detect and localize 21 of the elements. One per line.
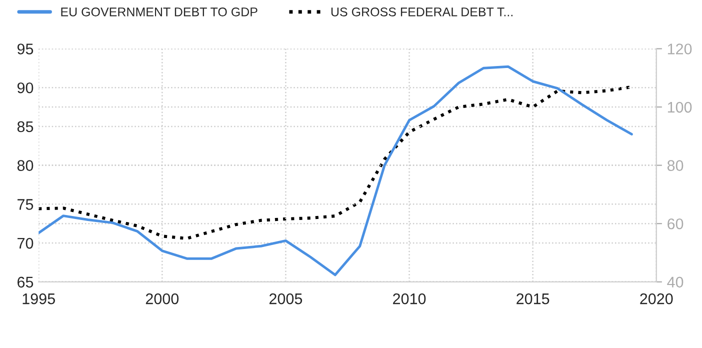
y-tick-label: 75 — [18, 199, 34, 210]
y-tick-label: 65 — [18, 276, 34, 288]
y-tick-label: 80 — [17, 160, 34, 171]
y-tick-label: 85 — [17, 121, 34, 132]
y2-tick-label: 100 — [668, 102, 692, 113]
legend-label: EU GOVERNMENT DEBT TO GDP — [61, 7, 258, 16]
y2-tick-label: 60 — [668, 218, 684, 230]
y2-tick-label: 40 — [667, 276, 684, 288]
y-tick-label: 70 — [18, 238, 34, 249]
legend-label: US GROSS FEDERAL DEBT T... — [331, 7, 512, 16]
x-tick-label: 2005 — [269, 293, 302, 304]
x-tick-label: 2015 — [516, 293, 550, 304]
x-tick-label: 2020 — [640, 293, 673, 304]
y2-tick-label: 80 — [667, 160, 684, 171]
y-tick-label: 95 — [17, 44, 34, 54]
x-tick-label: 1995 — [22, 293, 55, 304]
y-tick-label: 90 — [17, 82, 34, 94]
x-tick-label: 2010 — [393, 293, 426, 304]
y2-tick-label: 120 — [668, 44, 692, 54]
line-series — [38, 65, 633, 276]
x-tick-label: 2000 — [146, 293, 179, 304]
